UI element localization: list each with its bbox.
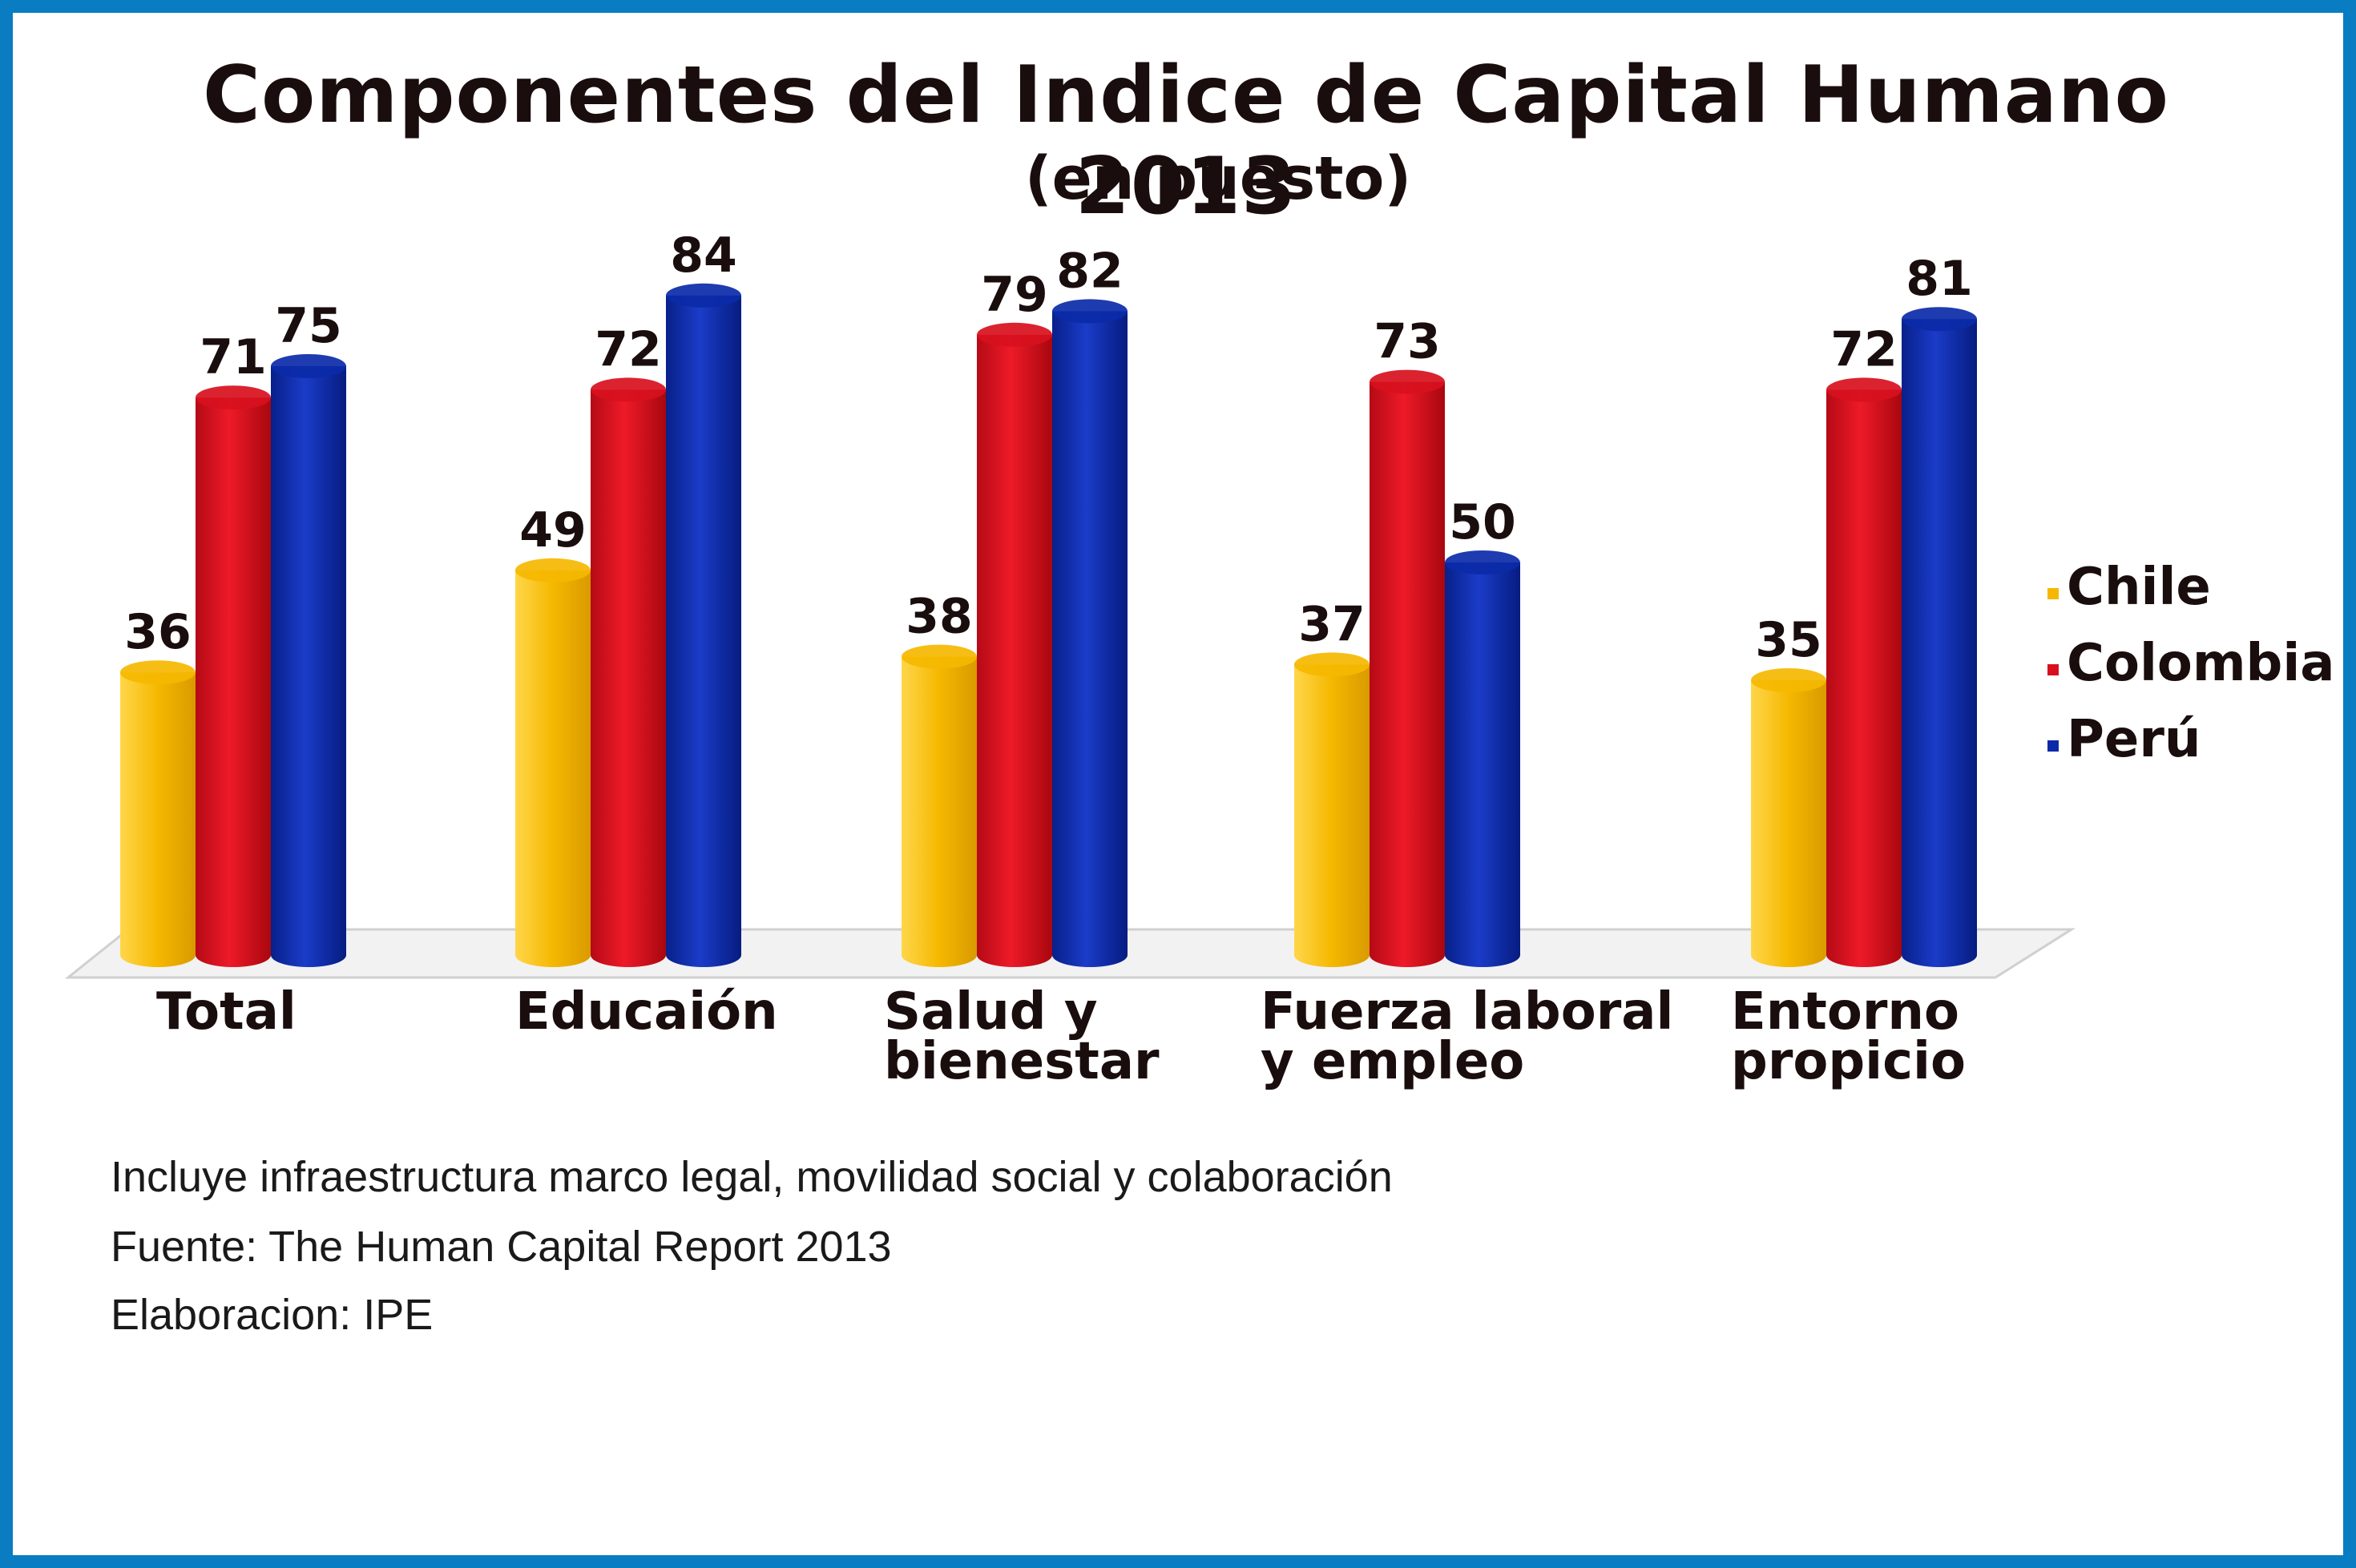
bar-colombia-2 [591,377,666,967]
category-label-4-line-1: Fuerza laboral [1261,982,1674,1042]
value-label-peru-3: 82 [1056,243,1124,299]
value-label-peru-2: 84 [670,228,737,284]
footnote-scope: Incluye infraestructura marco legal, mov… [111,1153,1393,1201]
category-label-3-line-1: Salud y [884,982,1098,1042]
bar-chile-4 [1294,652,1370,967]
value-label-peru-4: 50 [1449,494,1516,550]
legend-label-colombia: Colombia [2067,633,2335,693]
bar-colombia-3 [977,322,1052,967]
value-label-peru-1: 75 [275,298,342,354]
chart-title: Componentes del Indice de Capital Humano… [203,50,2169,232]
category-label-1-line-1: Total [156,982,297,1042]
legend-swatch-colombia [2047,663,2059,675]
value-label-peru-5: 81 [1906,251,1973,307]
category-label-2-line-1: Educaión [515,982,778,1042]
bar-peru-2 [666,283,741,967]
legend-item-colombia: Colombia [2047,625,2334,701]
legend-label-peru: Perú [2067,709,2201,769]
value-label-colombia-4: 73 [1374,314,1441,370]
bar-peru-3 [1052,299,1128,967]
value-label-colombia-5: 72 [1830,321,1898,377]
bar-chile-5 [1751,668,1826,967]
bar-chile-1 [120,660,196,967]
legend-item-chile: Chile [2047,549,2334,625]
value-label-chile-1: 36 [124,604,192,660]
bar-colombia-1 [196,385,271,967]
value-label-colombia-1: 71 [200,329,267,385]
category-label-3-line-2: bienestar [884,1032,1160,1091]
bar-colombia-5 [1826,377,1902,967]
value-label-colombia-3: 79 [981,267,1048,323]
bar-chile-2 [515,558,591,967]
footnote-credit: Elaboracion: IPE [111,1291,434,1339]
bar-peru-1 [271,354,346,967]
value-label-chile-3: 38 [906,589,973,645]
legend-item-peru: Perú [2047,701,2334,777]
legend-swatch-peru [2047,740,2059,752]
value-label-colombia-2: 72 [595,321,662,377]
legend-label-chile: Chile [2067,557,2211,617]
bar-peru-4 [1445,550,1520,967]
value-label-chile-5: 35 [1755,612,1822,668]
category-label-2: Educaión [515,982,778,1042]
category-label-4: Fuerza laboral y empleo [1261,982,1674,1091]
legend: Chile Colombia Perú [2047,549,2334,777]
footnote-source: Fuente: The Human Capital Report 2013 [111,1223,892,1271]
category-label-3: Salud y bienestar [884,982,1160,1091]
bar-chile-3 [902,644,977,967]
category-label-5: Entorno propicio [1731,982,1966,1091]
category-label-5-line-1: Entorno [1731,982,1959,1042]
value-label-chile-2: 49 [519,502,587,558]
chart-subtitle: (en puesto) [1024,144,1412,213]
category-label-4-line-2: y empleo [1261,1032,1525,1091]
bar-peru-5 [1902,307,1977,967]
category-label-1: Total [156,982,297,1042]
bar-colombia-4 [1370,369,1445,967]
category-label-5-line-2: propicio [1731,1032,1966,1091]
value-label-chile-4: 37 [1298,596,1366,652]
legend-swatch-chile [2047,587,2059,599]
